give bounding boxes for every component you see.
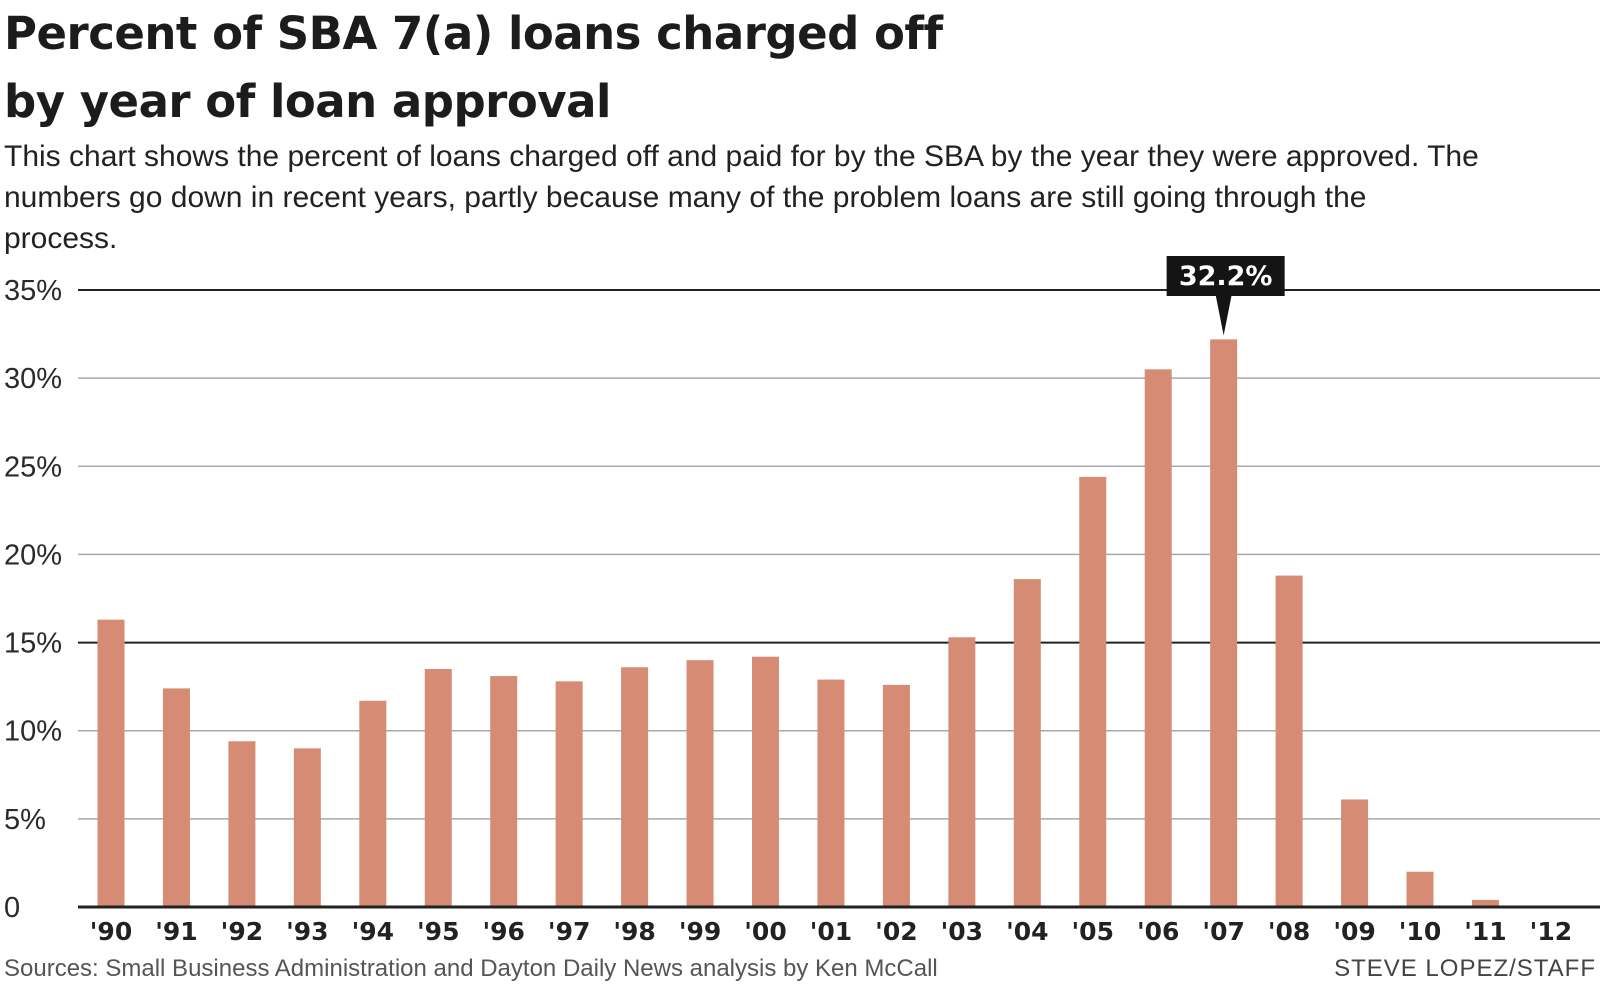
bar-01 bbox=[817, 679, 845, 907]
y-tick-label: 5% bbox=[4, 804, 46, 836]
x-tick-label: '11 bbox=[1464, 917, 1506, 946]
callouts: 32.2% bbox=[1166, 256, 1285, 336]
bar-02 bbox=[882, 684, 910, 907]
x-tick-label: '06 bbox=[1137, 917, 1179, 946]
bar-00 bbox=[752, 656, 779, 907]
bar-93 bbox=[293, 748, 321, 907]
y-tick-label: 35% bbox=[4, 275, 62, 307]
bar-96 bbox=[490, 676, 518, 907]
bar-11 bbox=[1471, 899, 1499, 907]
bar-07 bbox=[1210, 339, 1238, 907]
x-tick-label: '07 bbox=[1202, 917, 1244, 946]
x-tick-label: '02 bbox=[875, 917, 917, 946]
bar-10 bbox=[1406, 871, 1434, 907]
x-tick-label: '05 bbox=[1072, 917, 1114, 946]
x-tick-label: '94 bbox=[352, 917, 394, 946]
x-tick-label: '95 bbox=[417, 917, 459, 946]
chart-title: Percent of SBA 7(a) loans charged off by… bbox=[4, 0, 1304, 136]
x-tick-label: '12 bbox=[1530, 917, 1572, 946]
x-tick-label: '93 bbox=[286, 917, 328, 946]
bar-06 bbox=[1144, 369, 1172, 907]
x-tick-label: '97 bbox=[548, 917, 590, 946]
x-tick-label: '03 bbox=[941, 917, 983, 946]
x-tick-label: '10 bbox=[1399, 917, 1441, 946]
x-tick-label: '98 bbox=[613, 917, 655, 946]
peak-callout: 32.2% bbox=[1166, 256, 1285, 336]
x-tick-label: '08 bbox=[1268, 917, 1310, 946]
bar-94 bbox=[359, 700, 387, 907]
x-tick-label: '01 bbox=[810, 917, 852, 946]
bars bbox=[97, 339, 1499, 907]
chart-subtitle: This chart shows the percent of loans ch… bbox=[4, 140, 1479, 255]
bar-09 bbox=[1341, 799, 1369, 907]
x-tick-label: '90 bbox=[90, 917, 132, 946]
bar-98 bbox=[621, 667, 649, 907]
x-tick-label: '99 bbox=[679, 917, 721, 946]
callout-label: 32.2% bbox=[1179, 261, 1273, 292]
chart-title-line-1: Percent of SBA 7(a) loans charged off bbox=[4, 7, 943, 60]
callout-box bbox=[1166, 256, 1285, 296]
bar-04 bbox=[1013, 579, 1041, 907]
bar-99 bbox=[686, 660, 714, 907]
y-tick-label: 20% bbox=[4, 539, 62, 571]
bar-05 bbox=[1079, 476, 1107, 907]
y-tick-label: 0 bbox=[4, 892, 20, 924]
x-axis-tick-labels: '90 '91 '92 '93 '94 '95 '96 '97 '98 '99 '00 '01 '02 '… bbox=[90, 917, 1572, 946]
bar-95 bbox=[424, 669, 452, 907]
bar-03 bbox=[948, 637, 976, 907]
source-note: Sources: Small Business Administration a… bbox=[4, 955, 938, 982]
y-axis-tick-labels: 0 5% 10% 15% 20% 25% 30% 35% bbox=[4, 275, 62, 924]
bar-90 bbox=[97, 619, 125, 907]
bar-97 bbox=[555, 681, 583, 907]
x-tick-label: '92 bbox=[221, 917, 263, 946]
y-tick-label: 25% bbox=[4, 451, 62, 483]
x-tick-label: '96 bbox=[482, 917, 524, 946]
bar-91 bbox=[162, 688, 190, 907]
bar-92 bbox=[228, 741, 256, 907]
x-tick-label: '09 bbox=[1333, 917, 1375, 946]
x-tick-label: '91 bbox=[155, 917, 197, 946]
y-tick-label: 15% bbox=[4, 628, 62, 660]
y-tick-label: 10% bbox=[4, 716, 62, 748]
x-tick-label: '04 bbox=[1006, 917, 1048, 946]
callout-pointer bbox=[1215, 295, 1232, 336]
x-tick-label: '00 bbox=[744, 917, 786, 946]
graphic-credit: STEVE LOPEZ/STAFF bbox=[1334, 955, 1596, 982]
bar-08 bbox=[1275, 575, 1303, 907]
y-tick-label: 30% bbox=[4, 363, 62, 395]
chart-title-line-2: by year of loan approval bbox=[4, 75, 611, 128]
